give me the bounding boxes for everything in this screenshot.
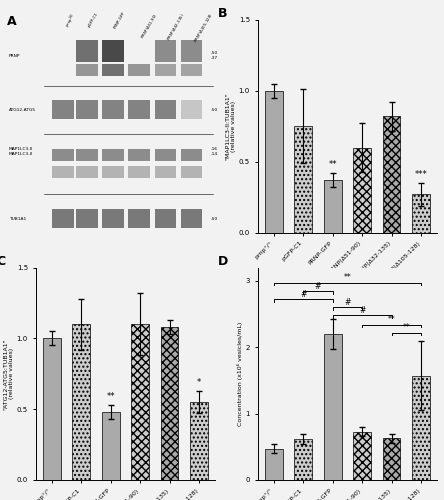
Bar	[353, 432, 371, 480]
Bar	[294, 439, 312, 480]
Text: **: **	[344, 273, 351, 282]
Text: pGFP-C1: pGFP-C1	[87, 11, 99, 28]
Y-axis label: Concentration (x10⁶ vesicles/mL): Concentration (x10⁶ vesicles/mL)	[237, 322, 242, 426]
Bar	[102, 412, 119, 480]
Bar	[76, 64, 98, 76]
Bar	[383, 438, 400, 480]
Text: PRNP($\Delta$32-135): PRNP($\Delta$32-135)	[166, 11, 187, 42]
Bar	[412, 194, 430, 232]
Bar	[324, 180, 341, 233]
Bar	[181, 64, 202, 76]
Bar	[102, 209, 124, 229]
Bar	[43, 338, 60, 480]
Bar	[128, 64, 150, 76]
Bar	[294, 126, 312, 232]
Bar	[76, 149, 98, 161]
Bar	[128, 149, 150, 161]
Bar	[181, 166, 202, 178]
Text: ATG12-ATG5: ATG12-ATG5	[9, 108, 36, 112]
Bar	[72, 324, 90, 480]
Text: ***: ***	[415, 170, 428, 178]
Bar	[155, 40, 176, 62]
Text: **: **	[329, 160, 337, 169]
Text: D: D	[218, 255, 228, 268]
Text: -50: -50	[210, 108, 218, 112]
Bar	[102, 100, 124, 119]
Bar	[76, 166, 98, 178]
Text: #: #	[300, 290, 306, 298]
Bar	[52, 100, 74, 119]
Text: MAP1LC3-II
MAP1LC3-II: MAP1LC3-II MAP1LC3-II	[9, 148, 33, 156]
Bar	[102, 166, 124, 178]
Text: -16
-14: -16 -14	[210, 148, 218, 156]
Bar	[52, 166, 74, 178]
Bar	[52, 209, 74, 229]
Text: PRNP($\Delta$105-128): PRNP($\Delta$105-128)	[191, 11, 214, 44]
Text: -50
-37: -50 -37	[210, 52, 218, 60]
Bar	[412, 376, 430, 480]
Text: C: C	[0, 255, 5, 268]
Text: PRNP: PRNP	[9, 54, 20, 58]
Text: A: A	[7, 15, 16, 28]
Bar	[128, 209, 150, 229]
Bar	[265, 91, 282, 233]
Bar	[155, 166, 176, 178]
Bar	[128, 100, 150, 119]
Text: **: **	[403, 323, 410, 332]
Bar	[190, 402, 208, 480]
Bar	[128, 166, 150, 178]
Bar	[76, 209, 98, 229]
Bar	[102, 40, 124, 62]
Bar	[181, 40, 202, 62]
Bar	[383, 116, 400, 232]
Text: PRNP($\Delta$51-90): PRNP($\Delta$51-90)	[139, 11, 160, 40]
Bar	[76, 100, 98, 119]
Bar	[265, 449, 282, 480]
Text: PRNP-GFP: PRNP-GFP	[113, 11, 127, 30]
Text: #: #	[315, 282, 321, 290]
Text: #: #	[344, 298, 351, 306]
Text: $prnp^{0/0}$: $prnp^{0/0}$	[63, 11, 80, 30]
Bar	[181, 209, 202, 229]
Bar	[181, 149, 202, 161]
Bar	[102, 149, 124, 161]
Text: *: *	[197, 378, 201, 386]
Text: B: B	[218, 7, 227, 20]
Y-axis label: "MAP1LC3-II:TUB1A1"
(relative values): "MAP1LC3-II:TUB1A1" (relative values)	[225, 92, 236, 160]
Bar	[161, 327, 178, 480]
Text: #: #	[359, 306, 365, 314]
Bar	[181, 100, 202, 119]
Bar	[324, 334, 341, 480]
Y-axis label: "ATG12-ATG5:TUB1A1"
(relative values): "ATG12-ATG5:TUB1A1" (relative values)	[3, 338, 14, 409]
Bar	[102, 64, 124, 76]
Text: -50: -50	[210, 217, 218, 221]
Text: TUB1A1: TUB1A1	[9, 217, 26, 221]
Bar	[353, 148, 371, 232]
Bar	[155, 64, 176, 76]
Bar	[76, 40, 98, 62]
Bar	[155, 149, 176, 161]
Text: **: **	[107, 392, 115, 400]
Bar	[155, 209, 176, 229]
Text: **: **	[388, 315, 396, 324]
Bar	[155, 100, 176, 119]
Bar	[131, 324, 149, 480]
Bar	[52, 149, 74, 161]
